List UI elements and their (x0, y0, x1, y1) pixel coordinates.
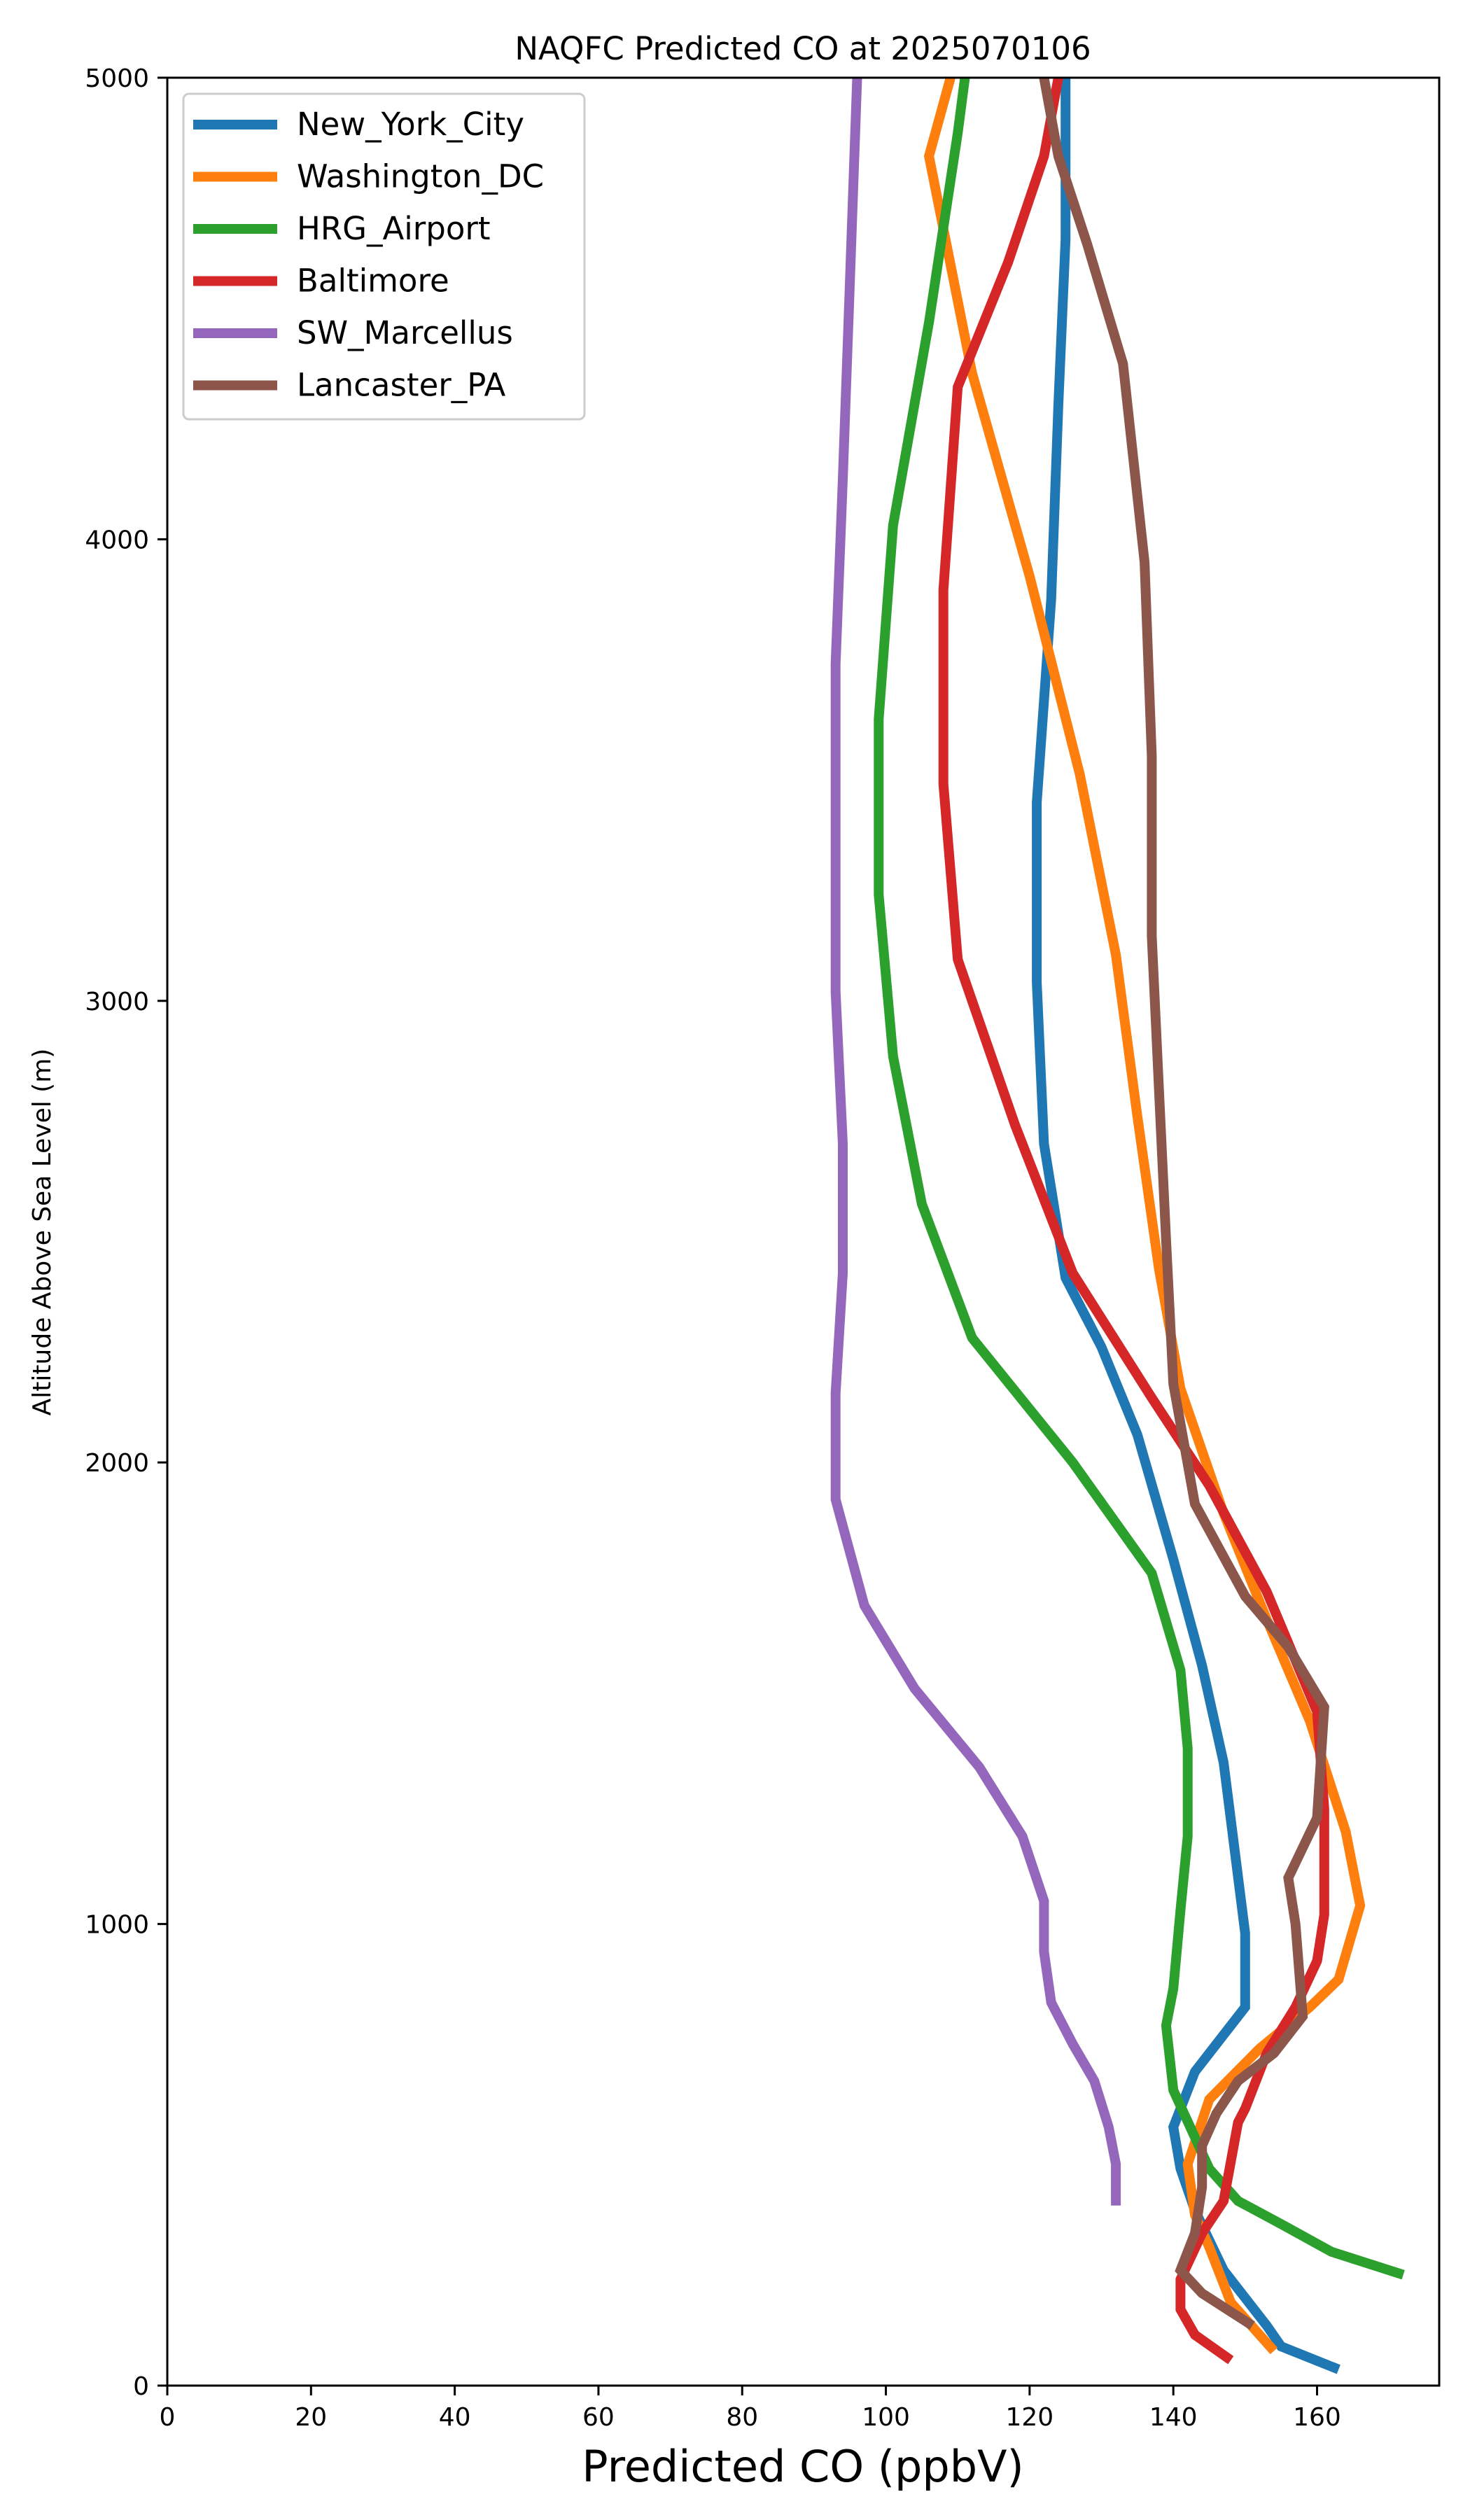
y-tick-label: 4000 (85, 526, 149, 554)
series-layer (830, 76, 1405, 2374)
series-line-sw-marcellus (830, 77, 1121, 2206)
y-tick-label: 0 (133, 2372, 149, 2401)
x-tick-label: 120 (1006, 2403, 1054, 2432)
legend-frame (182, 92, 586, 421)
chart-title: NAQFC Predicted CO at 2025070106 (514, 30, 1091, 67)
series-line-lancaster-pa (1039, 76, 1329, 2330)
x-axis: 0 20 40 60 80 100 120 140 160 (160, 2386, 1341, 2432)
legend-label: Lancaster_PA (297, 367, 506, 404)
x-axis-label: Predicted CO (ppbV) (582, 2441, 1023, 2492)
x-tick-label: 140 (1149, 2403, 1198, 2432)
y-axis: 0 1000 2000 3000 4000 5000 (85, 64, 167, 2401)
y-tick-label: 3000 (85, 988, 149, 1016)
legend: New_York_City Washington_DC HRG_Airport Bal… (182, 92, 586, 421)
x-tick-label: 20 (295, 2403, 327, 2432)
y-tick-label: 2000 (85, 1449, 149, 1478)
x-tick-label: 160 (1293, 2403, 1341, 2432)
series-line-washington-dc (923, 76, 1366, 2355)
x-tick-label: 100 (862, 2403, 910, 2432)
legend-label: New_York_City (297, 106, 524, 143)
legend-label: SW_Marcellus (297, 314, 513, 351)
x-tick-label: 80 (726, 2403, 758, 2432)
x-tick-label: 40 (439, 2403, 471, 2432)
legend-label: HRG_Airport (297, 210, 491, 247)
series-line-hrg-airport (874, 77, 1405, 2280)
legend-label: Baltimore (297, 262, 449, 300)
y-axis-label: Altitude Above Sea Level (m) (28, 1049, 57, 1416)
y-tick-label: 1000 (85, 1911, 149, 1940)
legend-label: Washington_DC (297, 158, 544, 195)
y-tick-label: 5000 (85, 64, 149, 93)
x-tick-label: 0 (160, 2403, 176, 2432)
legend-items: New_York_City Washington_DC HRG_Airport Bal… (193, 106, 544, 404)
x-tick-label: 60 (582, 2403, 615, 2432)
plot-area-frame (166, 76, 1441, 2387)
